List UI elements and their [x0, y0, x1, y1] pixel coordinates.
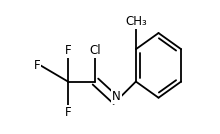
- Text: F: F: [65, 44, 71, 57]
- Text: CH₃: CH₃: [125, 15, 147, 28]
- Text: F: F: [34, 59, 40, 72]
- Text: N: N: [112, 90, 121, 103]
- Text: F: F: [65, 106, 71, 119]
- Text: Cl: Cl: [90, 44, 101, 57]
